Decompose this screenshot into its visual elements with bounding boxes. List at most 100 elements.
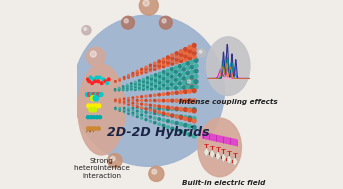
Circle shape [128, 111, 129, 113]
Circle shape [132, 102, 134, 104]
Circle shape [104, 80, 107, 83]
Circle shape [122, 90, 124, 91]
Circle shape [141, 99, 143, 101]
Circle shape [166, 87, 169, 90]
Circle shape [90, 51, 96, 57]
Circle shape [166, 69, 169, 72]
Circle shape [132, 100, 134, 101]
Circle shape [158, 87, 161, 90]
Circle shape [115, 101, 116, 102]
Circle shape [142, 82, 144, 84]
Circle shape [119, 88, 120, 89]
Circle shape [175, 91, 178, 94]
Circle shape [127, 89, 128, 91]
Circle shape [93, 127, 97, 130]
Circle shape [87, 104, 91, 108]
Circle shape [152, 169, 157, 174]
Circle shape [162, 84, 165, 86]
Circle shape [175, 52, 178, 55]
Circle shape [151, 88, 153, 90]
Circle shape [149, 108, 152, 110]
Circle shape [167, 56, 169, 59]
Circle shape [122, 87, 124, 88]
Circle shape [141, 111, 143, 113]
Circle shape [158, 72, 161, 75]
Circle shape [184, 58, 187, 61]
Circle shape [92, 93, 96, 96]
Circle shape [179, 50, 183, 53]
Circle shape [167, 108, 169, 110]
Circle shape [132, 108, 134, 109]
Circle shape [123, 100, 125, 101]
Circle shape [122, 89, 124, 90]
Circle shape [137, 113, 138, 115]
Circle shape [123, 103, 125, 104]
Circle shape [162, 19, 166, 23]
Text: 2D-2D Hybrids: 2D-2D Hybrids [107, 126, 210, 139]
Circle shape [194, 69, 198, 73]
Circle shape [127, 84, 128, 86]
Circle shape [115, 100, 116, 101]
Circle shape [107, 78, 110, 81]
Circle shape [178, 86, 181, 89]
Circle shape [162, 93, 165, 95]
Circle shape [198, 49, 206, 57]
Circle shape [132, 110, 134, 111]
Circle shape [178, 65, 181, 68]
Circle shape [171, 108, 174, 111]
Circle shape [182, 86, 186, 89]
Circle shape [192, 108, 196, 112]
Circle shape [154, 94, 156, 96]
Circle shape [188, 89, 192, 93]
Circle shape [146, 88, 149, 90]
Circle shape [110, 156, 115, 161]
Circle shape [132, 75, 134, 77]
Circle shape [171, 99, 174, 102]
Circle shape [188, 56, 192, 60]
Circle shape [158, 94, 161, 96]
Circle shape [115, 99, 116, 100]
Circle shape [93, 96, 98, 101]
Circle shape [115, 108, 116, 109]
Circle shape [149, 166, 164, 181]
Circle shape [89, 76, 92, 79]
Circle shape [145, 108, 147, 110]
Circle shape [139, 89, 140, 90]
Circle shape [132, 72, 134, 74]
Circle shape [190, 70, 194, 74]
Circle shape [92, 78, 95, 81]
Circle shape [162, 77, 165, 80]
Circle shape [131, 84, 132, 86]
Circle shape [184, 108, 187, 112]
Polygon shape [209, 149, 215, 159]
Circle shape [179, 108, 183, 111]
Circle shape [141, 71, 143, 73]
Circle shape [128, 76, 129, 77]
Circle shape [199, 50, 202, 53]
Circle shape [91, 82, 93, 84]
Circle shape [186, 76, 190, 79]
Circle shape [149, 99, 152, 101]
Circle shape [184, 108, 187, 111]
Circle shape [190, 65, 194, 69]
Circle shape [119, 107, 120, 108]
Circle shape [166, 80, 169, 82]
Circle shape [145, 104, 147, 106]
Circle shape [186, 86, 190, 89]
Circle shape [142, 84, 144, 86]
Circle shape [134, 86, 136, 88]
Circle shape [170, 79, 173, 82]
Circle shape [115, 100, 116, 101]
Circle shape [142, 88, 144, 90]
Circle shape [146, 86, 149, 88]
Circle shape [108, 153, 122, 168]
Circle shape [137, 74, 138, 76]
Circle shape [162, 99, 165, 102]
Circle shape [158, 99, 161, 102]
Circle shape [132, 114, 134, 116]
Circle shape [94, 104, 97, 108]
Circle shape [167, 61, 169, 64]
Circle shape [115, 81, 116, 82]
Circle shape [162, 74, 165, 77]
Circle shape [146, 84, 149, 86]
